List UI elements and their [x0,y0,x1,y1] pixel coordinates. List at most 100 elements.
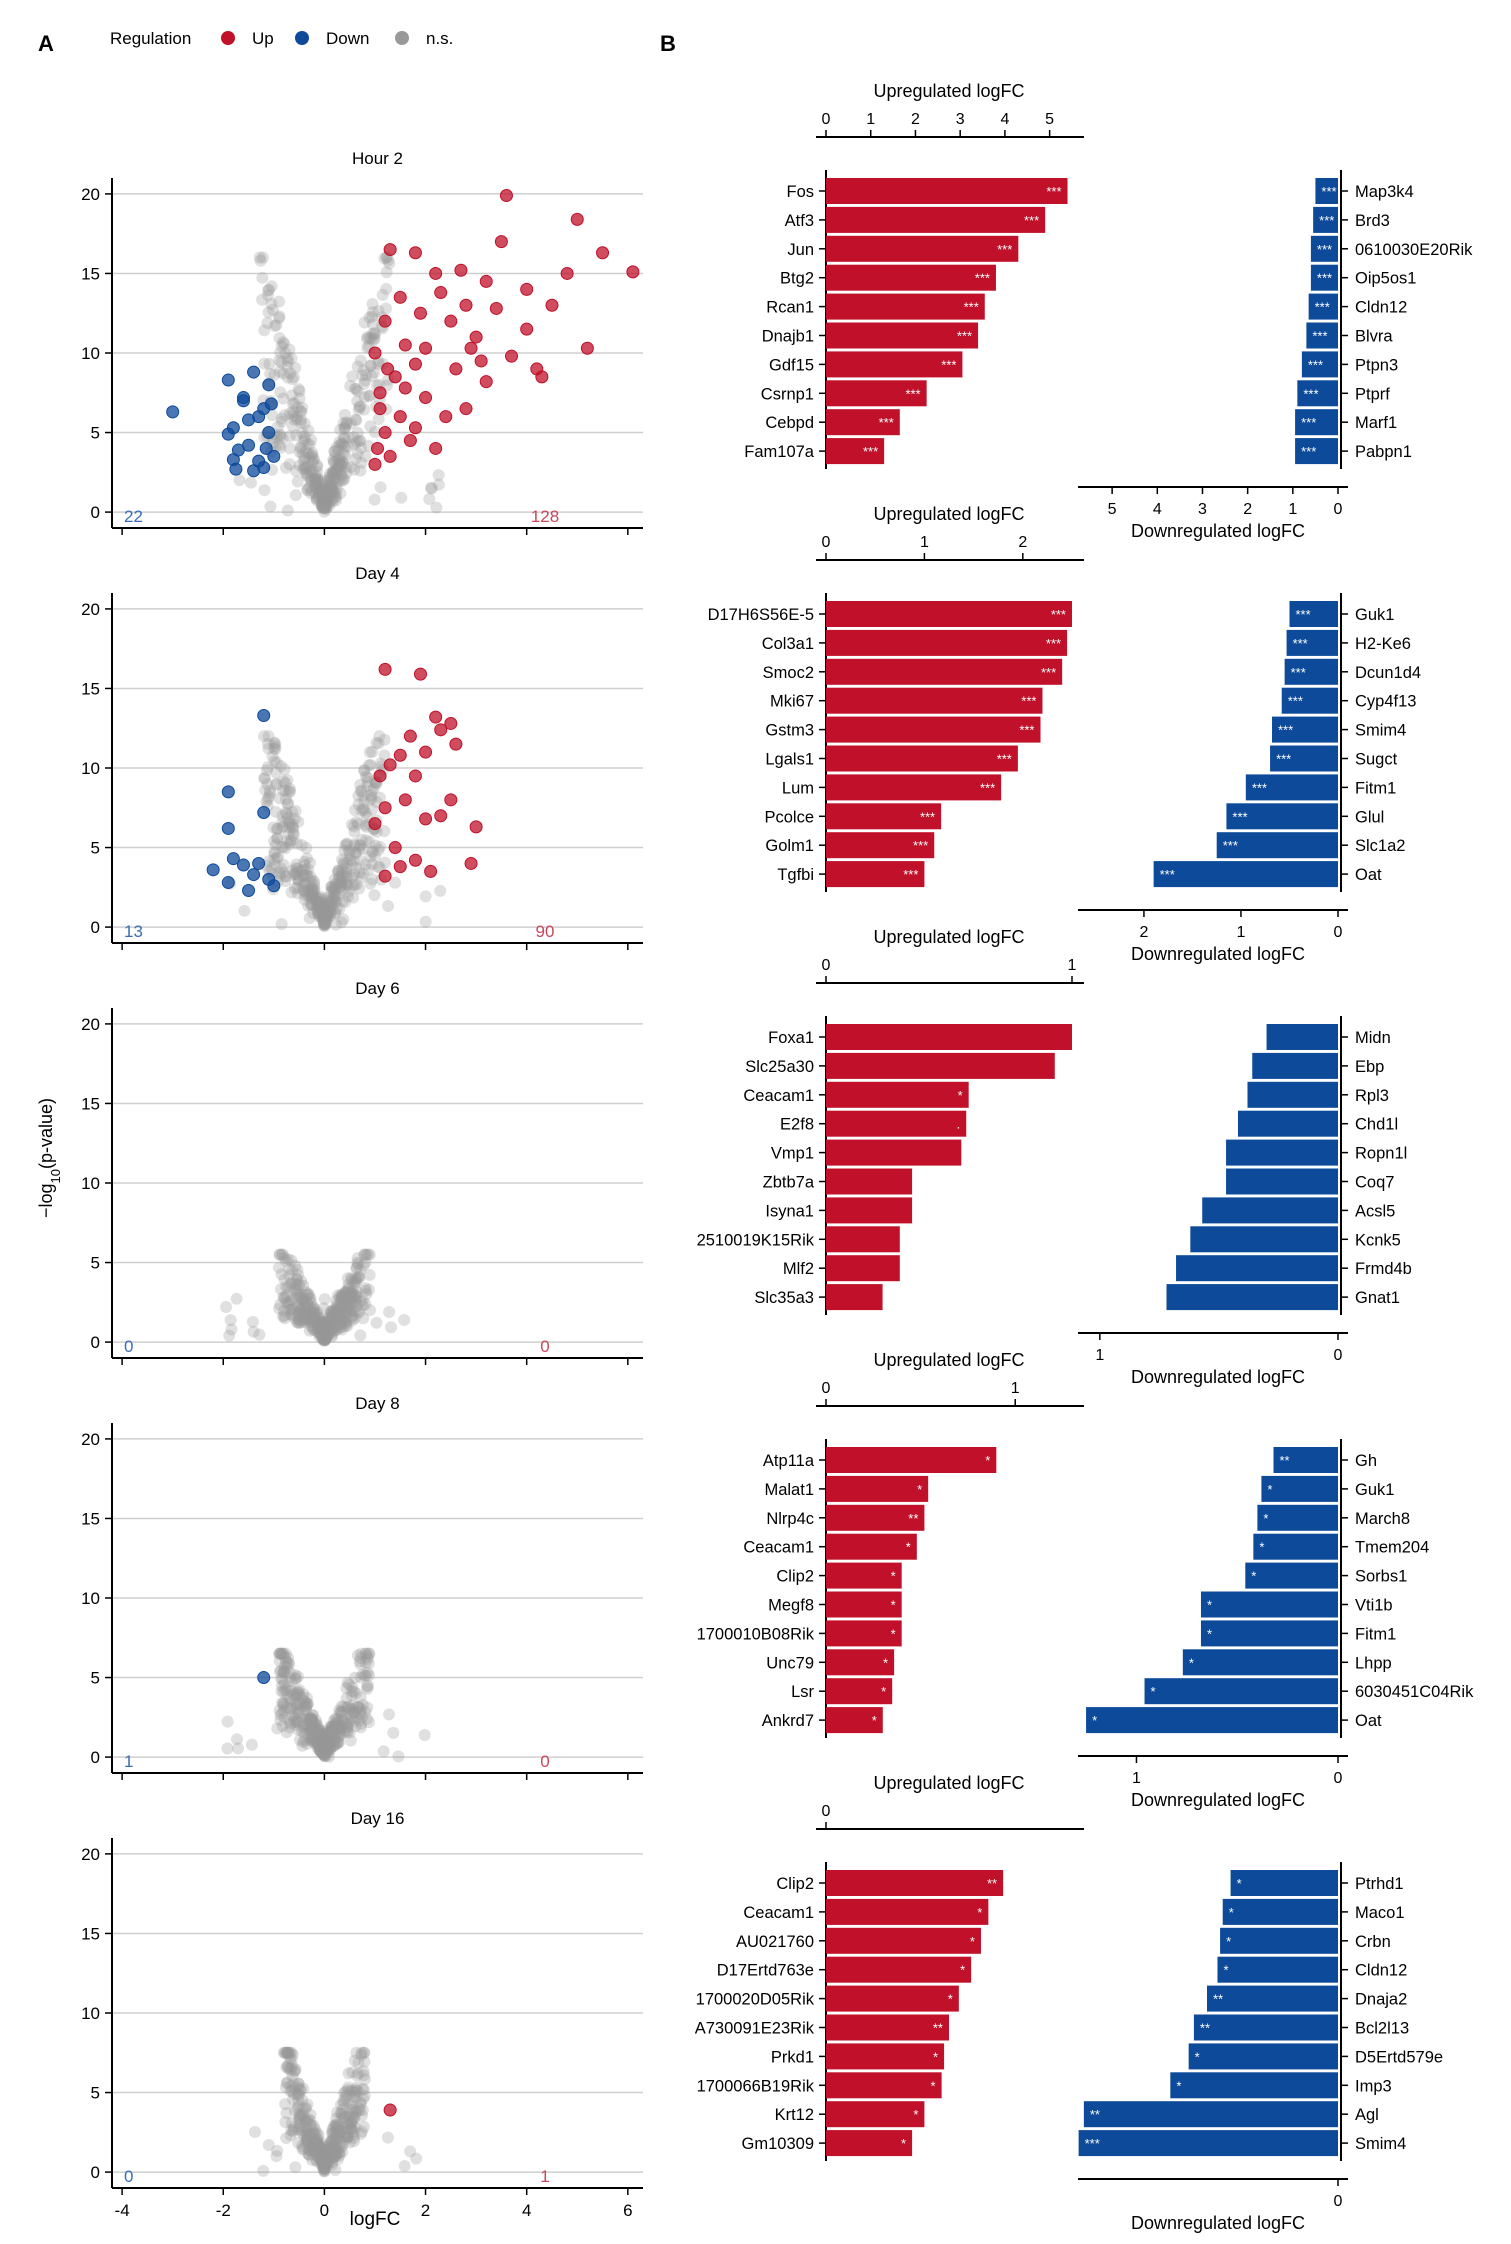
ns-point [410,2152,423,2165]
down-bar [1230,1870,1338,1896]
ns-point [324,478,337,491]
ns-point [317,499,330,512]
ns-point [319,1331,332,1344]
legend-ns-label: n.s. [426,29,453,48]
up-point [378,426,392,440]
ns-point [323,904,336,917]
ns-point [298,858,311,871]
up-point [393,748,407,762]
ns-point [366,845,379,858]
ns-point [337,431,350,444]
up-point [454,263,468,277]
ns-point [253,251,266,264]
ns-point [262,284,275,297]
ns-point [318,904,331,917]
down-sig-label: * [1263,1511,1268,1526]
legend-up-marker [221,31,235,45]
volcano-panel: Day 16 0 5 10 15 20 -4 -2 0 2 4 6 0 1 [81,1809,643,2220]
ns-point [286,373,299,386]
down-sig-label: *** [1317,242,1332,257]
ns-point [277,840,290,853]
ns-point [352,1306,365,1319]
ns-point [309,473,322,486]
ns-point [280,461,293,474]
volcano-y-tick-label: 10 [81,2004,100,2023]
ns-point [270,777,283,790]
ns-point [363,835,376,848]
ns-point [318,907,331,920]
ns-point [296,1739,309,1752]
ns-point [298,893,311,906]
up-point [434,723,448,737]
up-point [378,662,392,676]
up-bar [826,1985,959,2012]
down-sig-label: *** [1278,723,1293,738]
ns-point [348,839,361,852]
ns-point [286,397,299,410]
volcano-panel-title: Hour 2 [352,149,403,168]
ns-point [268,846,281,859]
up-bar [826,1255,900,1282]
ns-point [268,319,281,332]
up-sig-label: * [891,1569,896,1584]
ns-point [266,409,279,422]
ns-point [321,897,334,910]
ns-point [292,874,305,887]
down-gene-label: March8 [1355,1510,1410,1528]
up-gene-label: Lgals1 [765,751,814,769]
up-point [449,737,463,751]
up-gene-label: Zbtb7a [763,1174,815,1192]
down-gene-label: 6030451C04Rik [1355,1683,1474,1701]
ns-point [338,422,351,435]
ns-point [337,457,350,470]
up-point [413,667,427,681]
up-gene-label: Jun [787,241,814,259]
ns-point [333,1304,346,1317]
ns-point [355,785,368,798]
ns-point [320,916,333,929]
up-point [424,864,438,878]
up-gene-label: Atp11a [763,1452,815,1470]
ns-point [269,805,282,818]
up-point [398,381,412,395]
ns-point [318,917,331,930]
ns-point [335,864,348,877]
ns-point [312,485,325,498]
ns-point [318,491,331,504]
down-gene-label: Dnaja2 [1355,1991,1407,2009]
ns-point [344,1734,357,1747]
ns-point [262,2139,275,2152]
ns-point [323,487,336,500]
ns-point [336,437,349,450]
ns-point [334,487,347,500]
ns-point [311,474,324,487]
down-point [257,709,271,722]
up-gene-label: Isyna1 [765,1202,814,1220]
ns-point [322,496,335,509]
ns-point [299,1301,312,1314]
ns-point [301,437,314,450]
ns-point [290,837,303,850]
ns-point [317,906,330,919]
ns-point [353,400,366,413]
ns-point [283,782,296,795]
ns-point [298,429,311,442]
ns-point [293,459,306,472]
ns-point [327,488,340,501]
ns-point [299,877,312,890]
ns-point [342,869,355,882]
up-sig-label: * [906,1540,911,1555]
up-bar [826,235,1019,262]
up-sig-label: * [977,1905,982,1920]
up-bar [826,629,1068,656]
ns-point [335,474,348,487]
ns-point [317,914,330,927]
ns-point [316,485,329,498]
ns-point [340,870,353,883]
down-sig-label: *** [1291,665,1306,680]
ns-point [264,787,277,800]
up-gene-label: Cebpd [765,414,814,432]
down-sig-label: * [1092,1713,1097,1728]
down-sig-label: *** [1232,809,1247,824]
ns-point [318,913,331,926]
